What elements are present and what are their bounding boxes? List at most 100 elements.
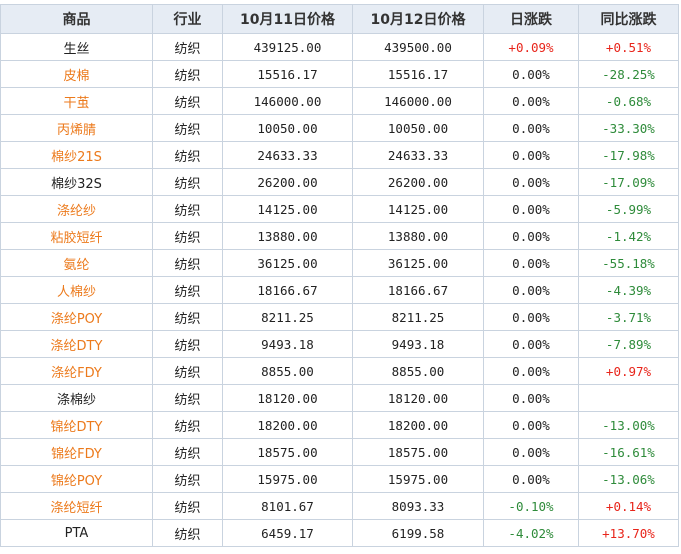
yoy-change-cell: +0.51% bbox=[578, 33, 679, 61]
industry-cell: 纺织 bbox=[152, 465, 223, 493]
yoy-change-cell: -1.42% bbox=[578, 222, 679, 250]
table-row: 锦纶DTY 纺织 18200.00 18200.00 0.00% -13.00% bbox=[0, 411, 679, 439]
table-row: 粘胶短纤 纺织 13880.00 13880.00 0.00% -1.42% bbox=[0, 222, 679, 250]
price-oct11-cell: 15516.17 bbox=[222, 60, 353, 88]
industry-cell: 纺织 bbox=[152, 303, 223, 331]
yoy-change-cell: -55.18% bbox=[578, 249, 679, 277]
yoy-change-cell: -16.61% bbox=[578, 438, 679, 466]
product-cell[interactable]: 人棉纱 bbox=[0, 276, 153, 304]
product-cell[interactable]: 粘胶短纤 bbox=[0, 222, 153, 250]
price-oct12-cell: 10050.00 bbox=[352, 114, 484, 142]
price-oct12-cell: 18575.00 bbox=[352, 438, 484, 466]
yoy-change-cell: -17.98% bbox=[578, 141, 679, 169]
price-oct12-cell: 15516.17 bbox=[352, 60, 484, 88]
table-row: 锦纶FDY 纺织 18575.00 18575.00 0.00% -16.61% bbox=[0, 438, 679, 466]
industry-cell: 纺织 bbox=[152, 60, 223, 88]
price-oct12-cell: 439500.00 bbox=[352, 33, 484, 61]
price-oct12-cell: 13880.00 bbox=[352, 222, 484, 250]
price-oct11-cell: 36125.00 bbox=[222, 249, 353, 277]
daily-change-cell: 0.00% bbox=[483, 60, 579, 88]
industry-cell: 纺织 bbox=[152, 222, 223, 250]
yoy-change-cell: -17.09% bbox=[578, 168, 679, 196]
daily-change-cell: -0.10% bbox=[483, 492, 579, 520]
industry-cell: 纺织 bbox=[152, 87, 223, 115]
industry-cell: 纺织 bbox=[152, 33, 223, 61]
daily-change-cell: 0.00% bbox=[483, 195, 579, 223]
price-oct11-cell: 15975.00 bbox=[222, 465, 353, 493]
price-oct11-cell: 24633.33 bbox=[222, 141, 353, 169]
daily-change-cell: 0.00% bbox=[483, 330, 579, 358]
daily-change-cell: 0.00% bbox=[483, 87, 579, 115]
product-cell[interactable]: 锦纶FDY bbox=[0, 438, 153, 466]
yoy-change-cell: -13.00% bbox=[578, 411, 679, 439]
industry-cell: 纺织 bbox=[152, 357, 223, 385]
price-table: 商品 行业 10月11日价格 10月12日价格 日涨跌 同比涨跌 生丝 纺织 439… bbox=[0, 4, 679, 547]
price-oct12-cell: 36125.00 bbox=[352, 249, 484, 277]
daily-change-cell: 0.00% bbox=[483, 141, 579, 169]
table-row: 涤纶纱 纺织 14125.00 14125.00 0.00% -5.99% bbox=[0, 195, 679, 223]
product-cell[interactable]: 涤纶DTY bbox=[0, 330, 153, 358]
industry-cell: 纺织 bbox=[152, 438, 223, 466]
price-oct12-cell: 18166.67 bbox=[352, 276, 484, 304]
product-cell[interactable]: 棉纱21S bbox=[0, 141, 153, 169]
table-row: 生丝 纺织 439125.00 439500.00 +0.09% +0.51% bbox=[0, 33, 679, 61]
price-oct11-cell: 439125.00 bbox=[222, 33, 353, 61]
product-cell[interactable]: 涤纶纱 bbox=[0, 195, 153, 223]
table-row: 人棉纱 纺织 18166.67 18166.67 0.00% -4.39% bbox=[0, 276, 679, 304]
price-oct11-cell: 18120.00 bbox=[222, 384, 353, 412]
product-cell[interactable]: 干茧 bbox=[0, 87, 153, 115]
header-daily-change: 日涨跌 bbox=[483, 4, 579, 34]
price-oct12-cell: 14125.00 bbox=[352, 195, 484, 223]
yoy-change-cell bbox=[578, 384, 679, 412]
industry-cell: 纺织 bbox=[152, 519, 223, 547]
daily-change-cell: 0.00% bbox=[483, 384, 579, 412]
table-row: 干茧 纺织 146000.00 146000.00 0.00% -0.68% bbox=[0, 87, 679, 115]
price-oct12-cell: 146000.00 bbox=[352, 87, 484, 115]
daily-change-cell: 0.00% bbox=[483, 411, 579, 439]
table-row: 涤纶FDY 纺织 8855.00 8855.00 0.00% +0.97% bbox=[0, 357, 679, 385]
header-price-oct12: 10月12日价格 bbox=[352, 4, 484, 34]
price-oct12-cell: 6199.58 bbox=[352, 519, 484, 547]
price-oct12-cell: 15975.00 bbox=[352, 465, 484, 493]
table-row: 棉纱21S 纺织 24633.33 24633.33 0.00% -17.98% bbox=[0, 141, 679, 169]
product-cell[interactable]: 丙烯腈 bbox=[0, 114, 153, 142]
industry-cell: 纺织 bbox=[152, 492, 223, 520]
table-header: 商品 行业 10月11日价格 10月12日价格 日涨跌 同比涨跌 bbox=[0, 4, 679, 34]
daily-change-cell: 0.00% bbox=[483, 438, 579, 466]
yoy-change-cell: -3.71% bbox=[578, 303, 679, 331]
product-cell[interactable]: 氨纶 bbox=[0, 249, 153, 277]
price-oct11-cell: 10050.00 bbox=[222, 114, 353, 142]
yoy-change-cell: -4.39% bbox=[578, 276, 679, 304]
product-cell[interactable]: 锦纶POY bbox=[0, 465, 153, 493]
product-cell[interactable]: 涤纶短纤 bbox=[0, 492, 153, 520]
table-row: 涤棉纱 纺织 18120.00 18120.00 0.00% bbox=[0, 384, 679, 412]
product-cell: 棉纱32S bbox=[0, 168, 153, 196]
product-cell[interactable]: 涤纶POY bbox=[0, 303, 153, 331]
industry-cell: 纺织 bbox=[152, 168, 223, 196]
industry-cell: 纺织 bbox=[152, 276, 223, 304]
yoy-change-cell: +13.70% bbox=[578, 519, 679, 547]
price-oct11-cell: 14125.00 bbox=[222, 195, 353, 223]
table-row: 涤纶DTY 纺织 9493.18 9493.18 0.00% -7.89% bbox=[0, 330, 679, 358]
yoy-change-cell: -28.25% bbox=[578, 60, 679, 88]
price-oct12-cell: 18120.00 bbox=[352, 384, 484, 412]
price-oct11-cell: 8855.00 bbox=[222, 357, 353, 385]
price-oct11-cell: 8211.25 bbox=[222, 303, 353, 331]
table-row: 涤纶POY 纺织 8211.25 8211.25 0.00% -3.71% bbox=[0, 303, 679, 331]
table-row: 棉纱32S 纺织 26200.00 26200.00 0.00% -17.09% bbox=[0, 168, 679, 196]
yoy-change-cell: -0.68% bbox=[578, 87, 679, 115]
product-cell[interactable]: 锦纶DTY bbox=[0, 411, 153, 439]
yoy-change-cell: -5.99% bbox=[578, 195, 679, 223]
yoy-change-cell: -13.06% bbox=[578, 465, 679, 493]
product-cell[interactable]: 涤纶FDY bbox=[0, 357, 153, 385]
daily-change-cell: 0.00% bbox=[483, 465, 579, 493]
industry-cell: 纺织 bbox=[152, 330, 223, 358]
table-row: 锦纶POY 纺织 15975.00 15975.00 0.00% -13.06% bbox=[0, 465, 679, 493]
yoy-change-cell: -33.30% bbox=[578, 114, 679, 142]
daily-change-cell: 0.00% bbox=[483, 276, 579, 304]
product-cell[interactable]: 皮棉 bbox=[0, 60, 153, 88]
daily-change-cell: 0.00% bbox=[483, 249, 579, 277]
daily-change-cell: 0.00% bbox=[483, 114, 579, 142]
industry-cell: 纺织 bbox=[152, 141, 223, 169]
industry-cell: 纺织 bbox=[152, 249, 223, 277]
